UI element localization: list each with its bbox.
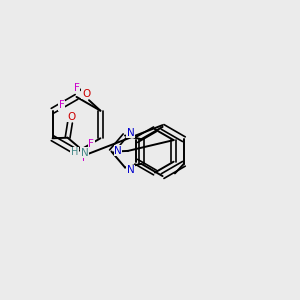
Text: F: F (74, 83, 80, 93)
Text: N: N (127, 128, 134, 137)
Text: O: O (82, 88, 90, 99)
Text: F: F (59, 100, 64, 110)
Text: H: H (71, 147, 78, 157)
Text: F: F (88, 139, 94, 149)
Text: F: F (82, 153, 88, 163)
Text: N: N (81, 148, 88, 158)
Text: O: O (67, 112, 75, 122)
Text: N: N (114, 146, 122, 156)
Text: N: N (127, 166, 134, 176)
